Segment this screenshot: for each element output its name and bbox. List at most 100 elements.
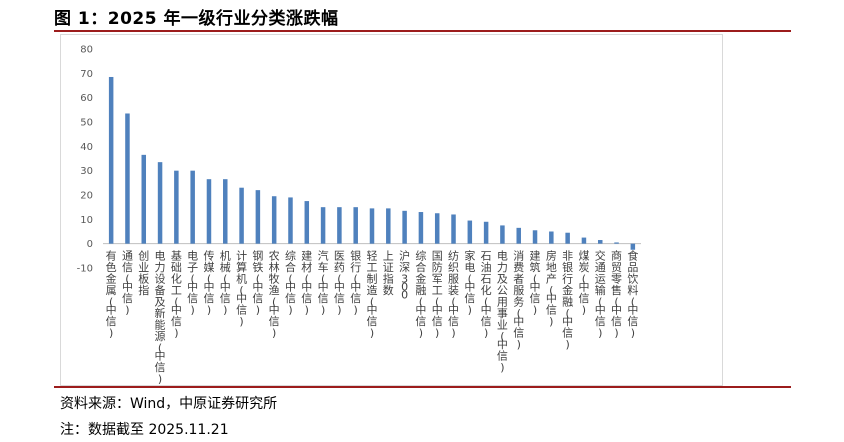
svg-text:金: 金 <box>106 272 117 286</box>
svg-text:防: 防 <box>432 260 443 274</box>
svg-text:油: 油 <box>481 260 492 274</box>
bar <box>206 179 212 244</box>
figure-title: 图 1：2025 年一级行业分类涨跌幅 <box>54 9 339 29</box>
bar <box>337 207 342 244</box>
x-category-label: 汽车(中信) <box>318 249 329 317</box>
svg-text:运: 运 <box>595 273 606 286</box>
bar <box>320 207 326 244</box>
svg-text:(: ( <box>158 342 162 355</box>
svg-text:): ) <box>549 315 553 328</box>
svg-text:能: 能 <box>155 318 166 332</box>
x-category-label: 综合(中信) <box>285 249 296 317</box>
y-tick-label: -10 <box>77 264 93 275</box>
svg-text:计: 计 <box>236 250 247 263</box>
svg-text:贸: 贸 <box>611 261 622 274</box>
svg-text:信: 信 <box>106 315 117 328</box>
svg-text:装: 装 <box>448 284 459 297</box>
svg-text:): ) <box>354 304 358 317</box>
svg-text:中: 中 <box>432 304 443 317</box>
svg-text:(: ( <box>533 273 537 286</box>
svg-text:中: 中 <box>122 281 133 294</box>
y-tick-label: 40 <box>80 142 93 153</box>
svg-text:机: 机 <box>236 272 247 286</box>
svg-text:(: ( <box>435 296 439 309</box>
svg-text:综: 综 <box>415 249 426 263</box>
svg-text:): ) <box>191 304 195 317</box>
bar <box>532 230 538 244</box>
svg-text:金: 金 <box>415 272 426 286</box>
x-category-label: 计算机(中信) <box>236 250 247 329</box>
x-axis-labels: 有色金属(中信)通信(中信)创业板指电力设备及新能源(中信)基础化工(中信)电子… <box>106 249 639 385</box>
bar <box>483 221 489 244</box>
svg-text:家: 家 <box>464 249 475 263</box>
svg-text:证: 证 <box>383 261 394 274</box>
svg-text:3: 3 <box>401 273 408 286</box>
svg-text:): ) <box>207 304 211 317</box>
svg-text:及: 及 <box>497 273 508 286</box>
svg-text:中: 中 <box>497 338 508 351</box>
svg-text:): ) <box>468 304 472 317</box>
svg-text:房: 房 <box>546 250 557 263</box>
svg-text:中: 中 <box>595 304 606 317</box>
svg-text:0: 0 <box>401 289 408 302</box>
svg-text:务: 务 <box>513 296 524 309</box>
svg-text:(: ( <box>305 273 309 286</box>
svg-text:银: 银 <box>562 260 573 274</box>
svg-text:信: 信 <box>464 292 475 305</box>
svg-text:算: 算 <box>236 260 247 274</box>
x-category-label: 房地产(中信) <box>546 250 557 329</box>
svg-text:综: 综 <box>285 249 296 263</box>
svg-text:信: 信 <box>318 292 329 305</box>
svg-text:(: ( <box>500 330 504 343</box>
svg-text:中: 中 <box>203 281 214 294</box>
svg-text:公: 公 <box>497 284 508 297</box>
bar <box>157 162 163 244</box>
svg-text:): ) <box>533 304 537 317</box>
svg-text:(: ( <box>582 273 586 286</box>
svg-text:石: 石 <box>481 273 492 286</box>
svg-text:(: ( <box>125 273 129 286</box>
svg-text:合: 合 <box>415 260 426 274</box>
bar <box>614 242 619 244</box>
svg-text:): ) <box>517 338 521 351</box>
svg-text:): ) <box>500 361 504 374</box>
svg-text:信: 信 <box>122 292 133 305</box>
bar <box>500 225 505 244</box>
svg-text:建: 建 <box>301 249 312 263</box>
svg-text:(: ( <box>631 296 635 309</box>
svg-text:融: 融 <box>415 284 426 297</box>
x-category-label: 医药(中信) <box>334 250 345 317</box>
svg-text:服: 服 <box>513 284 524 297</box>
bar <box>369 208 375 244</box>
svg-text:中: 中 <box>187 281 198 294</box>
svg-text:业: 业 <box>497 319 508 332</box>
svg-text:): ) <box>614 327 618 340</box>
svg-text:电: 电 <box>155 250 166 263</box>
svg-text:输: 输 <box>595 283 606 297</box>
svg-text:信: 信 <box>367 315 378 328</box>
svg-text:合: 合 <box>285 260 296 274</box>
svg-text:媒: 媒 <box>203 261 214 274</box>
svg-text:0: 0 <box>401 281 408 294</box>
svg-text:信: 信 <box>530 292 541 305</box>
svg-text:中: 中 <box>155 350 166 363</box>
svg-text:织: 织 <box>448 261 459 274</box>
svg-text:础: 础 <box>171 261 182 274</box>
x-category-label: 钢铁(中信) <box>252 250 263 317</box>
svg-text:信: 信 <box>578 292 589 305</box>
svg-text:金: 金 <box>562 283 573 297</box>
bar <box>223 179 228 244</box>
svg-text:中: 中 <box>611 304 622 317</box>
svg-text:创: 创 <box>138 250 149 263</box>
bar <box>516 227 521 244</box>
svg-text:中: 中 <box>350 281 361 294</box>
svg-text:中: 中 <box>578 281 589 294</box>
svg-text:信: 信 <box>627 315 638 328</box>
svg-text:工: 工 <box>432 284 443 297</box>
